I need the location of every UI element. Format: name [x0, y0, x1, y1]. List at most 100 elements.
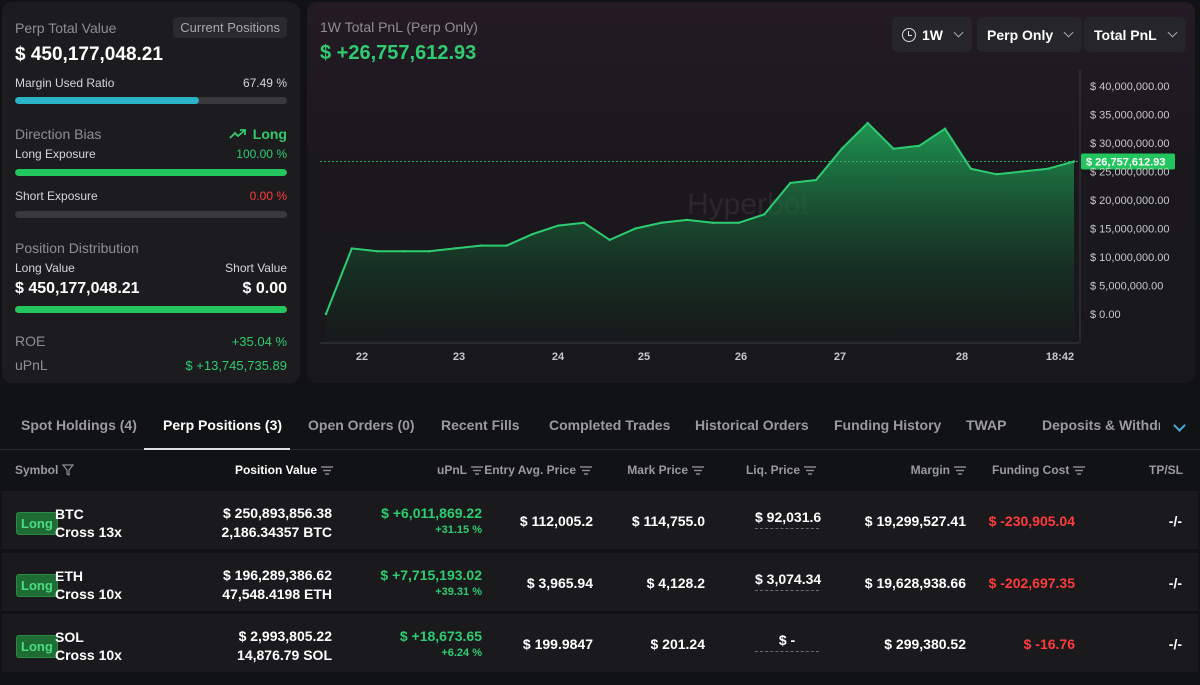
pnl-point[interactable] — [556, 224, 560, 227]
position-value: $ 196,289,386.62 — [223, 567, 332, 583]
tab-twap[interactable]: TWAP — [966, 417, 1007, 433]
pnl-point[interactable] — [324, 312, 328, 316]
col-header-upnl[interactable]: uPnL — [437, 463, 483, 477]
tpsl-value[interactable]: -/- — [1168, 513, 1182, 529]
funding-cost: $ -230,905.04 — [988, 513, 1075, 529]
tpsl-value[interactable]: -/- — [1168, 636, 1182, 652]
col-header-label: TP/SL — [1148, 463, 1183, 477]
tab-historical-orders[interactable]: Historical Orders — [695, 417, 809, 433]
pnl-point[interactable] — [763, 213, 766, 216]
pnl-point[interactable] — [789, 181, 792, 185]
symbol[interactable]: ETH — [55, 568, 83, 584]
pnl-point[interactable] — [531, 233, 534, 236]
pnl-point[interactable] — [840, 147, 844, 150]
position-size: 47,548.4198 ETH — [222, 586, 332, 602]
tab-completed-trades[interactable]: Completed Trades — [549, 417, 671, 433]
col-header-mark-price[interactable]: Mark Price — [627, 463, 704, 477]
pnl-point[interactable] — [427, 250, 431, 253]
y-tick-label: $ 15,000,000.00 — [1090, 224, 1170, 236]
col-header-label: Funding Cost — [992, 463, 1070, 477]
sort-icon[interactable] — [692, 465, 704, 475]
pnl-point[interactable] — [685, 218, 689, 222]
symbol[interactable]: BTC — [55, 506, 84, 522]
symbol[interactable]: SOL — [55, 629, 84, 645]
tab-perp-positions-3[interactable]: Perp Positions (3) — [163, 417, 283, 433]
col-header-entry-avg-price[interactable]: Entry Avg. Price — [484, 463, 592, 477]
current-positions-button[interactable]: Current Positions — [173, 17, 287, 38]
pnl-point[interactable] — [711, 221, 715, 224]
scope-dropdown[interactable]: Perp Only — [977, 17, 1083, 52]
pnl-point[interactable] — [1047, 167, 1050, 170]
pnl-point[interactable] — [943, 127, 947, 130]
positions-tabs: Spot Holdings (4) Perp Positions (3) Open … — [0, 406, 1200, 450]
col-header-label: Liq. Price — [745, 463, 800, 477]
col-header-funding-cost[interactable]: Funding Cost — [992, 463, 1086, 477]
liq-price: $ - — [755, 632, 819, 652]
sort-icon[interactable] — [321, 465, 333, 475]
col-header-liq-price[interactable]: Liq. Price — [746, 463, 816, 477]
sort-icon[interactable] — [580, 465, 592, 475]
tab-open-orders-0[interactable]: Open Orders (0) — [308, 417, 415, 433]
pnl-point[interactable] — [969, 167, 973, 170]
mark-price: $ 114,755.0 — [631, 513, 705, 529]
pnl-point[interactable] — [995, 173, 998, 176]
pnl-point[interactable] — [453, 247, 457, 250]
pnl-point[interactable] — [505, 244, 508, 247]
chevron-down-icon — [1063, 27, 1074, 38]
y-tick-label: $ 35,000,000.00 — [1090, 110, 1170, 122]
col-header-position-value[interactable]: Position Value — [235, 463, 333, 477]
liq-price: $ 92,031.6 — [755, 509, 821, 529]
range-dropdown[interactable]: 1W — [892, 17, 972, 52]
liq-price: $ 3,074.34 — [755, 571, 821, 591]
pnl-point[interactable] — [866, 121, 869, 125]
table-row[interactable]: Long SOL Cross 10x $ 2,993,805.22 14,876.79 … — [2, 614, 1198, 672]
pnl-point[interactable] — [918, 144, 921, 148]
tab-funding-history[interactable]: Funding History — [834, 417, 942, 433]
col-header-symbol[interactable]: Symbol — [15, 463, 75, 477]
pnl-point[interactable] — [582, 221, 586, 224]
pnl-point[interactable] — [376, 250, 379, 253]
pnl-point[interactable] — [402, 250, 405, 253]
filter-icon[interactable] — [62, 464, 75, 476]
pnl-point[interactable] — [814, 178, 818, 182]
sort-icon[interactable] — [804, 465, 816, 475]
x-tick-label: 24 — [552, 351, 565, 363]
pnl-point[interactable] — [1021, 170, 1024, 173]
sort-icon[interactable] — [1073, 465, 1086, 475]
pnl-point[interactable] — [634, 227, 637, 230]
position-distribution-bar-fill — [15, 306, 287, 313]
tab-deposits-withdrawals[interactable]: Deposits & Withdrawals — [1042, 417, 1160, 433]
margin-used-value: 67.49 % — [242, 76, 287, 90]
trending-up-icon — [229, 129, 246, 139]
tab-spot-holdings-4[interactable]: Spot Holdings (4) — [21, 417, 137, 433]
tpsl-value[interactable]: -/- — [1168, 575, 1182, 591]
upnl-value: $ +13,745,735.89 — [185, 357, 287, 373]
sort-icon[interactable] — [471, 465, 483, 475]
col-header-label: Symbol — [15, 463, 59, 477]
pnl-point[interactable] — [660, 221, 663, 224]
pnl-point[interactable] — [737, 221, 740, 224]
pnl-point[interactable] — [608, 238, 611, 242]
table-row[interactable]: Long BTC Cross 13x $ 250,893,856.38 2,186.34… — [2, 491, 1198, 549]
col-header-margin[interactable]: Margin — [911, 463, 966, 477]
pnl-point[interactable] — [892, 147, 895, 150]
short-value-label: Short Value — [225, 261, 287, 275]
upnl-value: $ +7,715,193.02 — [380, 567, 482, 583]
position-value: $ 2,993,805.22 — [238, 628, 332, 644]
sort-icon[interactable] — [954, 465, 966, 475]
entry-price: $ 112,005.2 — [519, 513, 593, 529]
tab-recent-fills[interactable]: Recent Fills — [441, 417, 520, 433]
table-row[interactable]: Long ETH Cross 10x $ 196,289,386.62 47,548.4… — [2, 553, 1198, 611]
metric-dropdown[interactable]: Total PnL — [1084, 17, 1186, 52]
pnl-point[interactable] — [350, 247, 353, 250]
pnl-point[interactable] — [479, 244, 482, 247]
col-header-tpsl[interactable]: TP/SL — [1149, 463, 1183, 477]
chevron-down-icon — [953, 27, 964, 38]
col-header-label: Entry Avg. Price — [484, 463, 576, 477]
margin-value: $ 19,628,938.66 — [864, 575, 966, 591]
short-value: $ 0.00 — [242, 280, 287, 297]
perp-summary-panel: Perp Total Value Current Positions $ 450… — [2, 2, 300, 383]
chevron-down-icon[interactable] — [1173, 419, 1186, 432]
perp-total-value-label: Perp Total Value — [15, 19, 117, 36]
margin-used-bar — [15, 97, 287, 104]
